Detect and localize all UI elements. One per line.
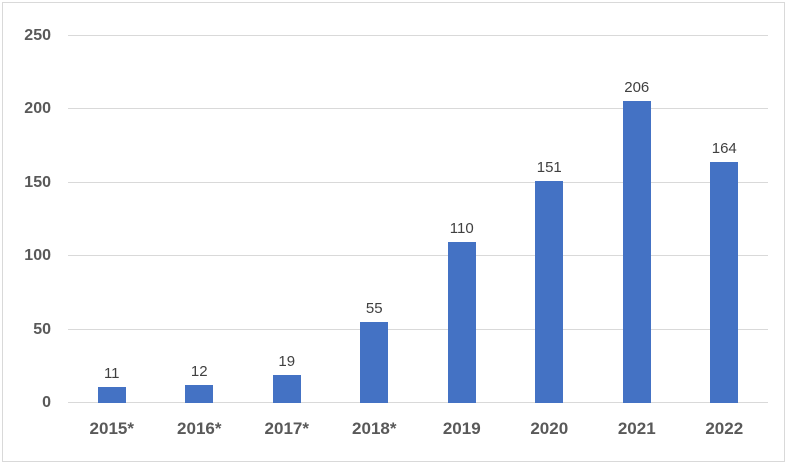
bar [535,181,564,403]
gridline [68,328,768,330]
bar [185,385,214,403]
y-tick-label: 250 [24,27,51,44]
plot-area: 11 12 19 55 110 151 206 164 [68,35,768,403]
bar [622,100,651,403]
x-axis-line [68,402,768,403]
y-tick-label: 100 [24,247,51,265]
data-label: 55 [365,300,383,318]
data-label: 206 [624,78,650,96]
bar-group: 19 [243,36,331,403]
bar-group: 110 [418,36,506,403]
data-label: 12 [190,363,208,381]
x-tick-label: 2022 [705,419,744,438]
bar-group: 55 [331,36,419,403]
data-label: 164 [711,140,737,158]
x-tick-label: 2020 [530,419,569,438]
bar [272,375,301,403]
gridline [68,181,768,183]
gridline [68,35,768,36]
x-tick-label: 2019 [442,419,481,438]
bar [447,241,476,403]
bar-series: 11 12 19 55 110 151 206 164 [68,36,768,403]
gridline [68,108,768,110]
data-label: 19 [278,353,296,371]
bar-group: 12 [156,36,244,403]
y-tick-label: 200 [24,100,51,118]
y-tick-label: 150 [24,173,51,191]
x-tick-label: 2015* [89,419,134,438]
x-tick-label: 2017* [264,419,309,438]
bar-group: 151 [506,36,594,403]
bar [97,386,126,403]
x-axis: 2015* 2016* 2017* 2018* 2019 2020 2021 2022 [68,417,768,441]
y-tick-label: 0 [42,394,51,411]
x-tick-label: 2018* [352,419,397,438]
data-label: 151 [536,159,562,177]
x-tick-label: 2021 [617,419,656,438]
x-tick-label: 2016* [177,419,222,438]
bar [710,162,739,403]
bar-group: 206 [593,36,681,403]
data-label: 110 [449,219,474,237]
y-tick-label: 50 [33,320,51,338]
bar-group: 11 [68,36,156,403]
bar-group: 164 [681,36,769,403]
data-label: 11 [103,364,120,382]
bar [360,322,389,403]
gridline [68,255,768,257]
